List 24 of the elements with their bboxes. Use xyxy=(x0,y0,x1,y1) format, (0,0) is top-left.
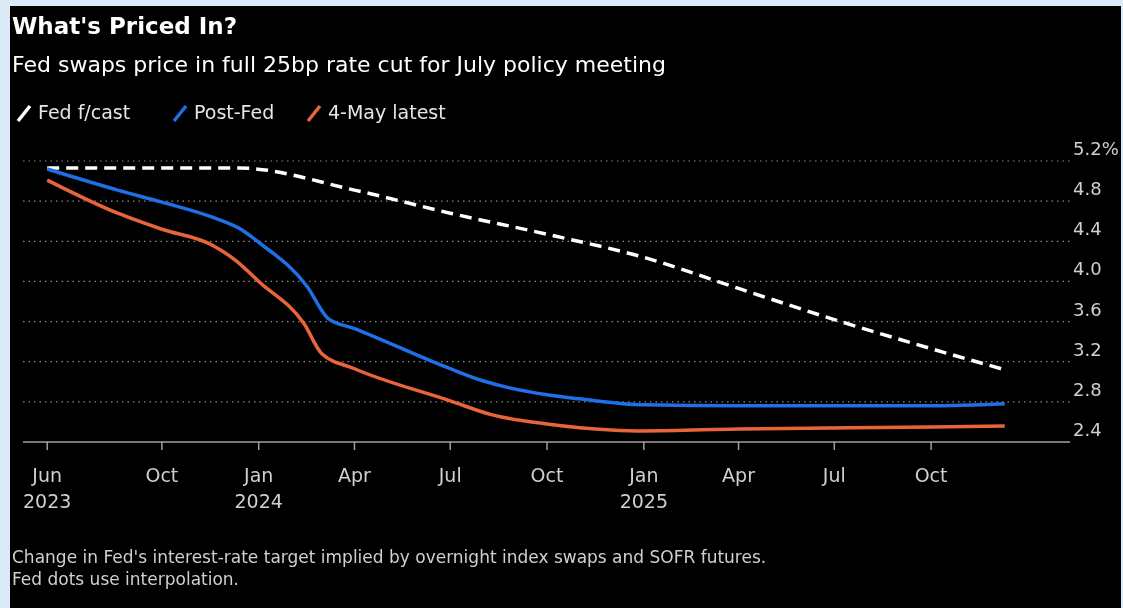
y-tick-label: 5.2% xyxy=(1073,138,1119,159)
y-tick-label: 3.2 xyxy=(1073,338,1102,360)
y-tick-label: 4.4 xyxy=(1073,218,1102,240)
y-tick-label: 3.6 xyxy=(1073,298,1102,320)
x-tick-label: Oct xyxy=(145,464,179,486)
text: Change in Fed's interest-rate target implied by overnight index swaps and SOFR futures. Fed dots use interpolation. xyxy=(12,547,767,589)
x-tick-label: Jan 2024 xyxy=(234,464,283,512)
x-tick-label: Oct xyxy=(530,464,564,486)
y-tick-label: 4.8 xyxy=(1073,178,1102,200)
x-tick-label: Oct xyxy=(914,464,948,486)
x-tick-label: Jan 2025 xyxy=(619,464,669,512)
legend-label: 4-May latest xyxy=(328,101,446,123)
x-tick-label: Jul xyxy=(437,464,462,486)
legend-label: Post-Fed xyxy=(194,101,275,123)
chart-subtitle: Fed swaps price in full 25bp rate cut for July policy meeting xyxy=(12,52,666,77)
y-tick-label: 2.8 xyxy=(1073,378,1102,400)
y-tick-label: 4.0 xyxy=(1073,258,1102,280)
x-tick-label: Jun 2023 xyxy=(23,464,72,512)
x-tick-label: Jul xyxy=(821,464,846,486)
y-tick-label: 2.4 xyxy=(1073,419,1102,440)
x-tick-label: Apr xyxy=(338,464,372,486)
chart-title: What's Priced In? xyxy=(12,13,238,39)
x-tick-label: Apr xyxy=(722,464,756,486)
legend-label: Fed f/cast xyxy=(38,101,131,123)
